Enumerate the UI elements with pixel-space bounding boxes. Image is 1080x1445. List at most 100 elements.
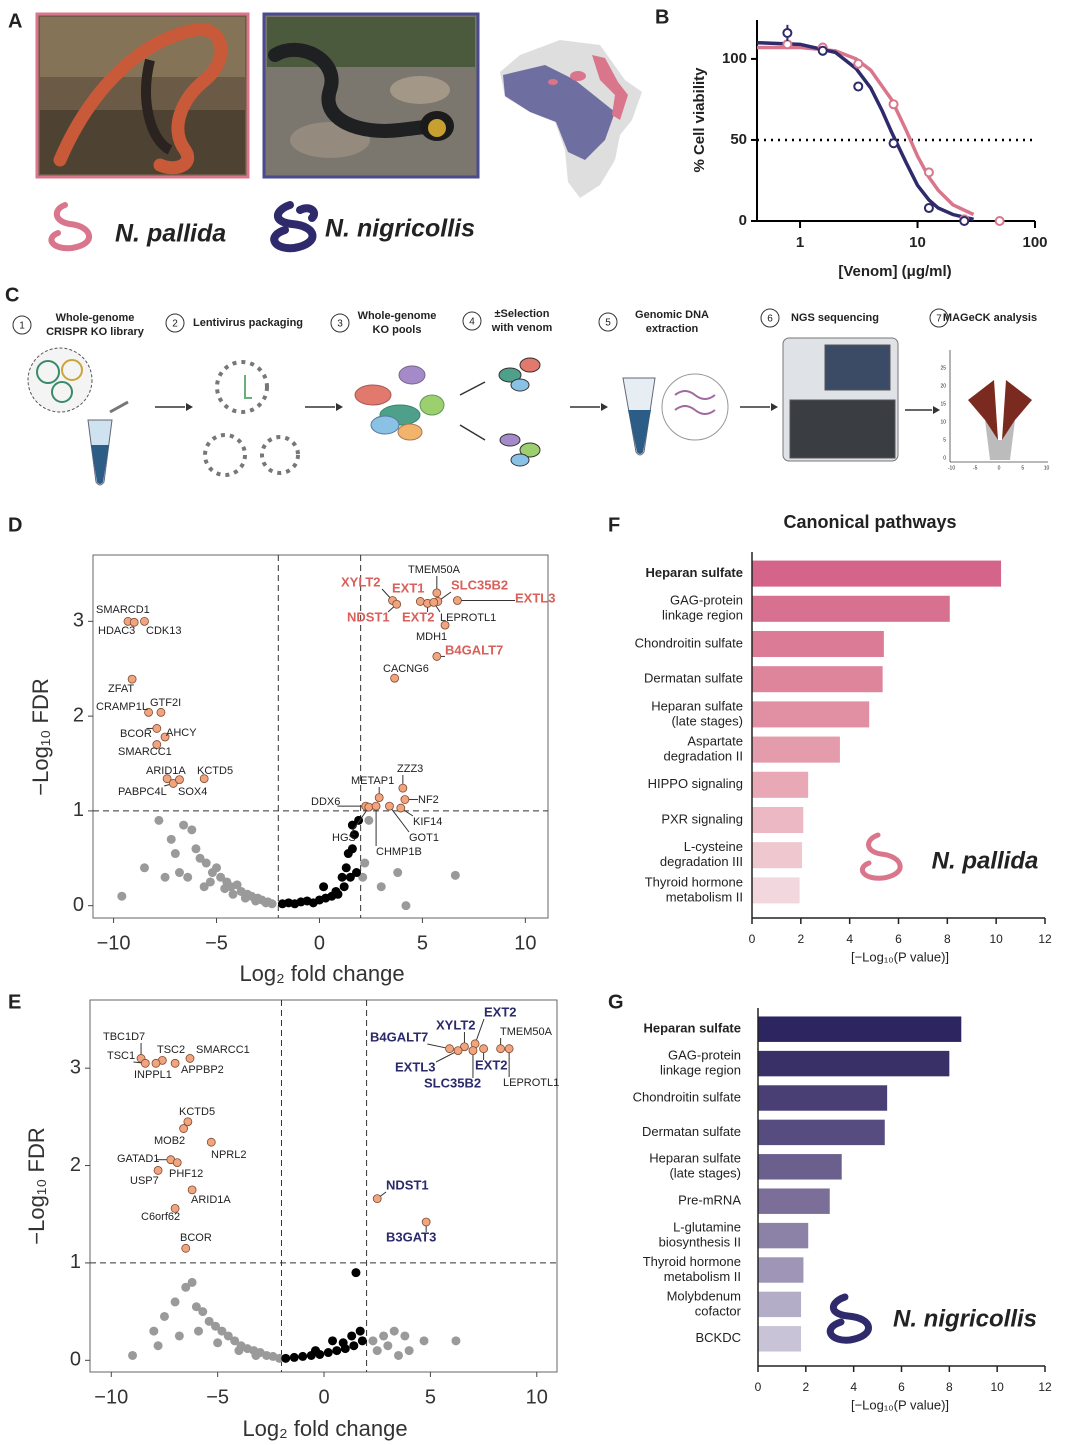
data-point xyxy=(888,99,899,110)
data-point xyxy=(240,893,250,903)
data-point xyxy=(337,872,347,882)
photo-pallida xyxy=(35,12,250,179)
gene-label: NPRL2 xyxy=(211,1149,246,1161)
data-point xyxy=(339,882,349,892)
data-point xyxy=(183,872,193,882)
labeled-point xyxy=(429,597,439,607)
labeled-point xyxy=(170,1058,180,1068)
bar xyxy=(752,630,884,658)
data-point xyxy=(251,1350,261,1360)
inset-tick-label: 20 xyxy=(940,383,946,389)
data-point xyxy=(331,886,341,896)
data-point xyxy=(959,216,970,226)
labeled-point xyxy=(432,588,442,598)
panel-label: D xyxy=(8,514,22,536)
data-point xyxy=(198,1307,208,1317)
labeled-point xyxy=(151,1058,161,1068)
gene-label: SMARCC1 xyxy=(196,1044,250,1056)
data-point xyxy=(195,853,205,863)
labeled-point xyxy=(479,1044,488,1054)
inset-tick-label: 5 xyxy=(1021,465,1024,471)
data-point xyxy=(393,1350,403,1360)
step-label: ±Selection xyxy=(495,308,550,320)
x-tick-label: 100 xyxy=(1022,234,1047,251)
data-point xyxy=(419,1336,429,1346)
labeled-point xyxy=(156,707,166,717)
y-tick-label: 50 xyxy=(730,131,747,148)
panel-label: F xyxy=(608,514,620,536)
labeled-point xyxy=(185,1054,195,1063)
category-label: (late stages) xyxy=(669,1166,741,1181)
step-circle xyxy=(929,308,949,328)
bar xyxy=(758,1016,962,1042)
data-point xyxy=(338,1338,348,1348)
data-point xyxy=(389,1326,399,1336)
bar xyxy=(752,877,800,904)
data-point xyxy=(349,1341,359,1351)
data-point xyxy=(194,1326,204,1336)
bar xyxy=(758,1291,802,1318)
data-point xyxy=(332,1346,342,1356)
data-point xyxy=(451,1336,461,1346)
gene-label: C6orf62 xyxy=(141,1211,180,1223)
gene-label: KCTD5 xyxy=(197,765,233,777)
gene-label: SOX4 xyxy=(178,786,207,798)
category-label: cofactor xyxy=(695,1303,742,1318)
labeled-point xyxy=(160,732,170,742)
labeled-point xyxy=(468,1046,478,1056)
labeled-point xyxy=(144,707,153,717)
bar xyxy=(758,1326,802,1352)
labeled-point xyxy=(179,1124,189,1133)
category-label: PXR signaling xyxy=(661,811,743,826)
leader-line xyxy=(351,806,370,833)
data-point xyxy=(853,81,864,92)
data-point xyxy=(234,1346,244,1356)
category-label: L-glutamine xyxy=(673,1220,741,1235)
data-point xyxy=(368,1336,378,1346)
data-point xyxy=(782,39,793,50)
y-axis-label: −Log₁₀ FDR xyxy=(28,678,53,795)
data-point xyxy=(347,1331,357,1341)
gene-label: EXTL3 xyxy=(515,590,555,605)
category-label: Thyroid hormone xyxy=(643,1254,741,1269)
data-point xyxy=(212,863,222,873)
data-point xyxy=(191,844,201,854)
data-point xyxy=(298,1351,308,1361)
data-point xyxy=(853,58,864,69)
workflow-art xyxy=(27,337,1048,486)
bar xyxy=(758,1154,842,1180)
labeled-point xyxy=(400,795,410,804)
category-label: Dermatan sulfate xyxy=(644,671,743,686)
y-tick-label: 0 xyxy=(70,1349,81,1371)
y-tick-label: 100 xyxy=(722,50,747,67)
data-point xyxy=(217,1326,227,1336)
gene-label: HDAC3 xyxy=(98,625,135,637)
x-tick-label: 4 xyxy=(846,932,853,946)
x-tick-label: 4 xyxy=(850,1380,857,1394)
data-point xyxy=(328,1336,338,1346)
data-point xyxy=(139,863,149,873)
gene-label: PHF12 xyxy=(169,1168,203,1180)
gene-label: GATAD1 xyxy=(117,1153,159,1165)
species-label: N. nigricollis xyxy=(325,215,475,243)
y-tick-label: 1 xyxy=(70,1251,81,1273)
step-number: 3 xyxy=(337,319,343,330)
data-point xyxy=(281,1353,291,1363)
data-point xyxy=(355,1326,365,1336)
data-point xyxy=(383,1341,393,1351)
x-tick-label: 5 xyxy=(417,932,428,954)
africa-map xyxy=(500,40,642,198)
category-label: Heparan sulfate xyxy=(643,1021,741,1036)
gene-label: AHCY xyxy=(166,727,197,739)
labeled-point xyxy=(421,1217,431,1227)
labeled-point xyxy=(398,783,408,793)
step-circle xyxy=(12,315,32,335)
category-label: Thyroid hormone xyxy=(645,874,743,889)
x-axis-label: Log₂ fold change xyxy=(242,1416,407,1441)
data-point xyxy=(345,872,355,882)
data-point xyxy=(216,872,226,882)
x-tick-label: 10 xyxy=(990,1380,1004,1394)
gene-label: CACNG6 xyxy=(383,663,429,675)
bar xyxy=(752,771,809,798)
category-label: metabolism II xyxy=(664,1269,741,1284)
